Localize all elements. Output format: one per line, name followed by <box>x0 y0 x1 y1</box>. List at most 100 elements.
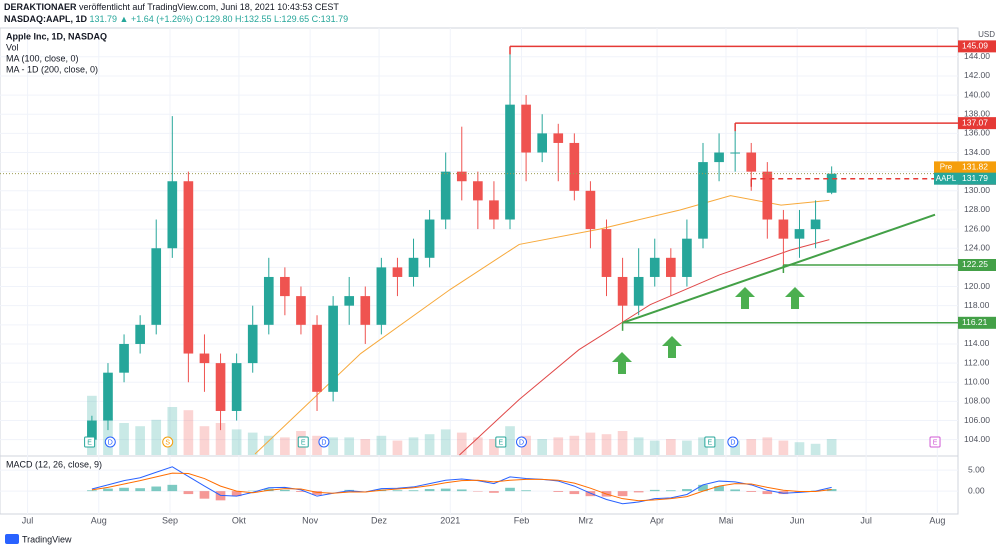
y-tick-label: 120.00 <box>964 281 990 291</box>
histogram-bar <box>440 488 451 492</box>
y-tick-label: 104.00 <box>964 434 990 444</box>
price-label-box <box>958 172 996 185</box>
candle-body <box>199 353 210 364</box>
candle-body <box>714 152 724 163</box>
candle-body <box>617 276 628 306</box>
volume-bar <box>794 442 805 455</box>
y-tick-label: 110.00 <box>964 377 990 387</box>
volume-bar <box>328 437 338 455</box>
candle-body <box>682 238 692 277</box>
macd-title: MACD (12, 26, close, 9) <box>6 459 102 469</box>
volume-bar <box>167 407 178 455</box>
candle-body <box>601 229 612 277</box>
event-label: E <box>708 439 713 446</box>
x-tick-label: Aug <box>91 515 107 525</box>
candle-body <box>794 229 805 239</box>
level-label: 145.09 <box>962 41 988 51</box>
volume-bar <box>135 426 145 455</box>
volume-bar <box>263 435 274 455</box>
histogram-bar <box>167 484 178 492</box>
y-tick-label: 112.00 <box>964 357 990 367</box>
candle-body <box>553 133 564 143</box>
x-tick-label: 2021 <box>440 515 460 525</box>
candle-body <box>473 181 483 201</box>
volume-bar <box>826 439 837 455</box>
volume-bar <box>424 434 435 455</box>
volume-bar <box>473 437 483 455</box>
candle-body <box>424 219 435 258</box>
level-label: 137.07 <box>962 117 988 127</box>
volume-bar <box>569 435 580 455</box>
y-tick-label: 140.00 <box>964 89 990 99</box>
histogram-bar <box>456 489 467 492</box>
y-tick-label: 128.00 <box>964 204 990 214</box>
level-label: 122.25 <box>962 259 988 269</box>
level-label: 116.21 <box>962 317 988 327</box>
histogram-bar <box>746 491 757 492</box>
histogram-bar <box>199 491 210 499</box>
volume-bar <box>231 429 242 455</box>
histogram-bar <box>778 491 789 495</box>
volume-bar <box>553 437 564 455</box>
volume-bar <box>489 439 499 455</box>
histogram-bar <box>714 486 724 492</box>
candle-body <box>231 363 242 411</box>
x-tick-label: Jul <box>860 515 872 525</box>
x-tick-label: Mai <box>719 515 734 525</box>
event-marker <box>516 436 528 448</box>
published: veröffentlicht auf TradingView.com, Juni… <box>77 2 340 12</box>
volume-bar <box>698 437 708 455</box>
candle-body <box>826 173 837 193</box>
volume-bar <box>666 439 676 455</box>
legend-entry: Vol <box>6 42 19 52</box>
candle-body <box>537 133 548 153</box>
histogram-bar <box>103 488 113 492</box>
histogram-bar <box>505 487 515 492</box>
histogram-bar <box>392 490 403 492</box>
up-arrow <box>612 352 632 374</box>
candle-body <box>649 257 660 277</box>
y-tick-label: 0.00 <box>968 485 985 495</box>
histogram-bar <box>730 489 740 492</box>
candle-body <box>666 257 676 277</box>
x-tick-label: Nov <box>302 515 319 525</box>
volume-bar <box>601 434 612 455</box>
histogram-bar <box>231 491 242 497</box>
candle-body <box>87 420 97 440</box>
candle-body <box>103 372 113 421</box>
volume-bar <box>440 429 451 455</box>
event-marker <box>929 436 941 448</box>
y-unit: USD <box>978 30 995 39</box>
y-tick-label: 134.00 <box>964 147 990 157</box>
y-tick-label: 5.00 <box>968 464 985 474</box>
event-label: E <box>933 439 938 446</box>
price-name: AAPL <box>936 174 957 183</box>
footer: TradingView <box>22 534 72 544</box>
x-tick-label: Aug <box>929 515 945 525</box>
histogram-bar <box>521 490 531 492</box>
histogram-bar <box>135 488 145 492</box>
event-label: E <box>498 439 503 446</box>
volume-bar <box>183 410 194 455</box>
histogram-bar <box>649 489 660 492</box>
histogram-bar <box>698 484 708 492</box>
y-tick-label: 124.00 <box>964 242 990 252</box>
volume-bar <box>215 423 226 455</box>
candle-body <box>746 152 757 172</box>
event-marker <box>495 436 507 448</box>
up-arrow <box>785 287 805 309</box>
volume-bar <box>810 443 821 455</box>
x-tick-label: Jul <box>22 515 34 525</box>
histogram-bar <box>489 491 499 493</box>
volume-bar <box>778 440 789 455</box>
volume-bar <box>312 435 322 455</box>
volume-bar <box>505 426 515 455</box>
candle-body <box>135 324 145 344</box>
volume-bar <box>746 439 757 455</box>
candle-body <box>505 104 515 220</box>
candle-body <box>376 267 387 325</box>
y-tick-label: 130.00 <box>964 185 990 195</box>
volume-bar <box>151 419 162 455</box>
event-marker <box>162 436 174 448</box>
